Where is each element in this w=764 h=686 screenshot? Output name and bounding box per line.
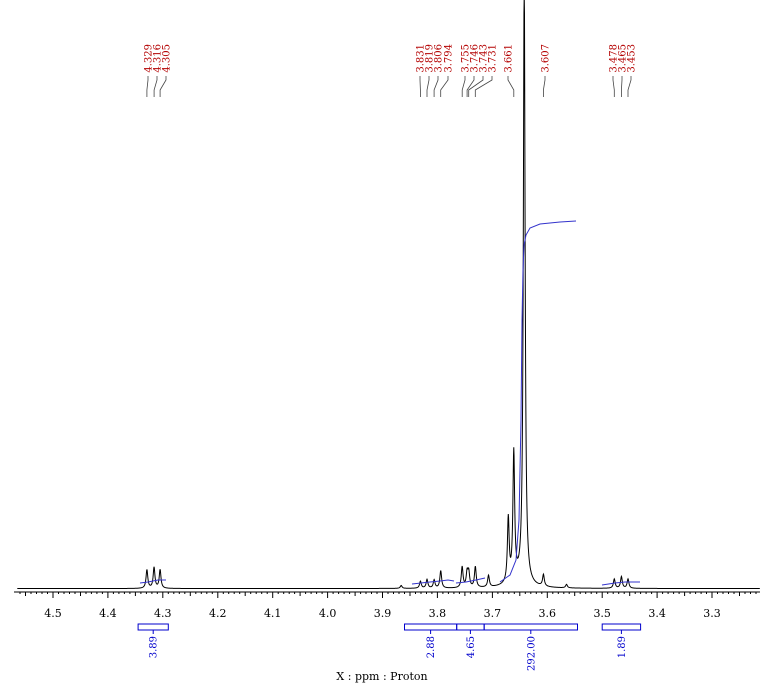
- peak-label: 3.465: [618, 44, 629, 97]
- peak-label: 3.831: [416, 44, 427, 97]
- integral-region: 1.89: [601, 623, 642, 658]
- peak-label-leader: [153, 76, 158, 97]
- integral-box-group: 3.89 2.88 4.65 292.00 1.89: [137, 623, 642, 671]
- x-axis: 4.5 4.4 4.3 4.2 4.1 4.0 3.9 3.8 3.7 3.6 3.5 3.4 3.3: [14, 591, 760, 620]
- peak-label-leader: [146, 76, 149, 97]
- x-tick-label: 3.4: [648, 607, 666, 620]
- peak-label-text: 3.607: [541, 44, 552, 73]
- peak-label-text: 3.746: [470, 44, 481, 73]
- x-tick-label: 3.3: [703, 607, 721, 620]
- peak-label: 3.794: [440, 44, 455, 97]
- x-tick-label: 3.9: [374, 607, 392, 620]
- peak-label-text: 3.661: [504, 44, 515, 73]
- x-tick-label: 4.2: [209, 607, 227, 620]
- integral-curve: [601, 581, 640, 586]
- peak-label-leader: [433, 76, 439, 97]
- peak-label: 4.316: [153, 44, 164, 97]
- peak-label-text: 3.806: [434, 44, 445, 73]
- peak-label-text: 3.465: [618, 44, 629, 73]
- plot-area: [17, 0, 760, 590]
- integral-value: 3.89: [149, 636, 160, 658]
- integral-value: 2.88: [426, 636, 437, 658]
- peak-label-text: 3.755: [461, 44, 472, 73]
- x-tick-label: 4.1: [264, 607, 282, 620]
- spectrum-trace: [17, 0, 760, 590]
- integral-bracket: [404, 623, 458, 631]
- integral-curve: [455, 577, 486, 584]
- x-tick-label: 3.8: [429, 607, 447, 620]
- x-axis-title: X : ppm : Proton: [336, 670, 427, 683]
- peak-label-text: 3.794: [444, 44, 455, 73]
- peak-label-leader: [627, 76, 632, 97]
- integral-bracket: [483, 623, 579, 631]
- integral-region: 3.89: [137, 623, 169, 658]
- peak-label-leader: [612, 76, 615, 97]
- integral-value: 292.00: [526, 636, 537, 671]
- x-tick-label: 4.4: [99, 607, 117, 620]
- integral-bracket: [137, 623, 169, 631]
- integral-value: 1.89: [617, 636, 628, 658]
- peak-label: 4.305: [159, 44, 173, 97]
- x-tick-label: 4.0: [319, 607, 337, 620]
- x-tick-label: 4.3: [154, 607, 172, 620]
- peak-label: 4.329: [144, 44, 155, 97]
- peak-label-leader: [466, 76, 475, 97]
- peak-label-text: 4.316: [153, 44, 164, 73]
- peak-label-text: 4.329: [144, 44, 155, 73]
- peak-label-text: 3.453: [627, 44, 638, 73]
- peak-label-leader: [507, 76, 515, 97]
- integral-bracket: [456, 623, 485, 631]
- peak-label-leader: [468, 76, 484, 97]
- integral-bracket: [601, 623, 642, 631]
- peak-label-text: 3.831: [416, 44, 427, 73]
- integral-region: 2.88: [404, 623, 458, 658]
- x-tick-label: 4.5: [44, 607, 62, 620]
- x-tick-label: 3.7: [484, 607, 502, 620]
- integral-region: 4.65: [456, 623, 485, 658]
- peak-label-leader: [474, 76, 493, 97]
- peak-label-text: 3.478: [609, 44, 620, 73]
- peak-label: 3.743: [468, 44, 490, 97]
- integral-curve: [139, 579, 166, 584]
- peak-label: 3.478: [609, 44, 620, 97]
- peak-label-leader: [621, 76, 623, 97]
- peak-label-text: 4.305: [162, 44, 173, 73]
- peak-label: 3.806: [434, 44, 445, 97]
- peak-label: 3.746: [466, 44, 481, 97]
- peak-label-text: 3.731: [488, 44, 499, 73]
- peak-label-leader: [426, 76, 430, 97]
- peak-label: 3.819: [425, 44, 436, 97]
- peak-label-text: 3.819: [425, 44, 436, 73]
- x-tick-label: 3.5: [593, 607, 611, 620]
- integral-curve: [499, 220, 577, 583]
- peak-label-leader: [461, 76, 466, 97]
- peak-label-leader: [159, 76, 167, 97]
- peak-label: 3.755: [461, 44, 472, 97]
- peak-label-text: 3.743: [479, 44, 490, 73]
- peak-label-leader: [543, 76, 546, 97]
- peak-label-leader: [440, 76, 449, 97]
- peak-label: 3.453: [627, 44, 638, 97]
- peak-label: 3.731: [474, 44, 499, 97]
- integral-curve: [411, 579, 455, 585]
- integral-curve-group: [139, 220, 640, 586]
- x-tick-label: 3.6: [539, 607, 557, 620]
- integral-region: 292.00: [483, 623, 579, 671]
- peak-label: 3.661: [504, 44, 515, 97]
- peak-label: 3.607: [541, 44, 552, 97]
- integral-value: 4.65: [466, 636, 477, 658]
